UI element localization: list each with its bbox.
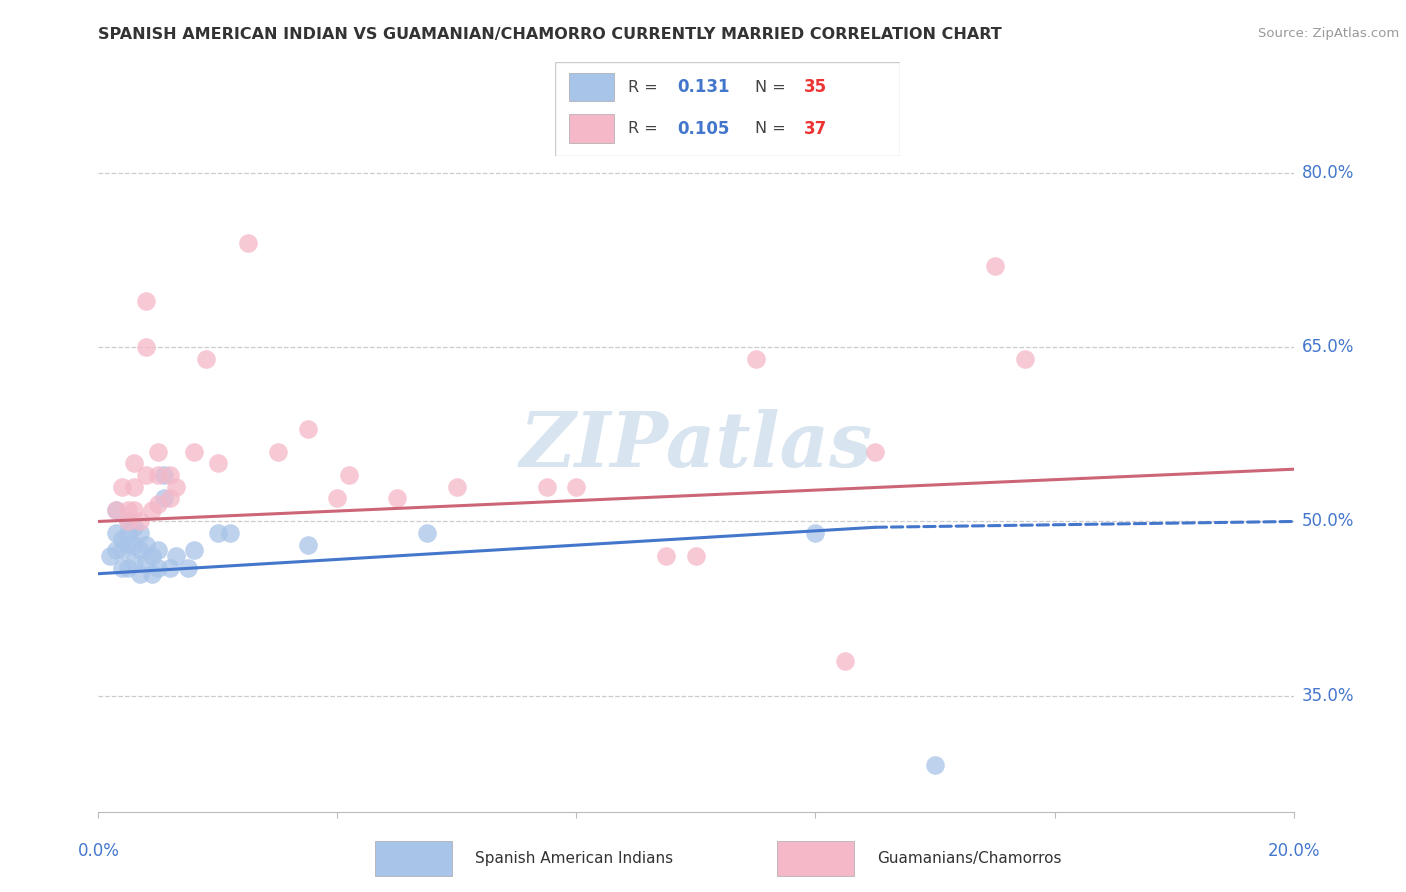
Point	[207, 526, 229, 541]
Point	[129, 515, 152, 529]
Point	[159, 561, 181, 575]
Point	[159, 468, 181, 483]
Point	[148, 445, 170, 459]
FancyBboxPatch shape	[555, 62, 900, 156]
Point	[111, 532, 134, 546]
Point	[141, 549, 163, 564]
Point	[117, 561, 139, 575]
Text: Source: ZipAtlas.com: Source: ZipAtlas.com	[1258, 27, 1399, 40]
Point	[141, 566, 163, 581]
Point	[129, 526, 152, 541]
Point	[385, 491, 409, 506]
Text: N =: N =	[755, 121, 792, 136]
FancyBboxPatch shape	[569, 73, 614, 102]
Point	[135, 538, 157, 552]
Point	[745, 351, 768, 366]
Point	[183, 445, 205, 459]
Point	[267, 445, 290, 459]
Point	[124, 457, 146, 471]
Point	[183, 543, 205, 558]
Text: 35: 35	[803, 78, 827, 96]
Point	[194, 351, 218, 366]
Point	[124, 555, 146, 569]
Point	[105, 503, 128, 517]
Text: R =: R =	[627, 79, 662, 95]
Point	[135, 468, 157, 483]
Text: R =: R =	[627, 121, 662, 136]
FancyBboxPatch shape	[374, 841, 453, 876]
Point	[865, 445, 887, 459]
Point	[111, 543, 134, 558]
Text: 35.0%: 35.0%	[1302, 687, 1354, 705]
Text: 50.0%: 50.0%	[1302, 513, 1354, 531]
Point	[297, 421, 319, 435]
Point	[105, 526, 128, 541]
Point	[124, 520, 146, 534]
Point	[124, 503, 146, 517]
Point	[297, 538, 319, 552]
Point	[124, 538, 146, 552]
Point	[153, 468, 176, 483]
Point	[339, 468, 360, 483]
Point	[135, 293, 157, 308]
Point	[236, 235, 259, 250]
Point	[124, 480, 146, 494]
Text: 0.131: 0.131	[678, 78, 730, 96]
Point	[105, 503, 128, 517]
Point	[148, 561, 170, 575]
Point	[148, 468, 170, 483]
Point	[117, 538, 139, 552]
Point	[804, 526, 827, 541]
Point	[565, 480, 588, 494]
Point	[159, 491, 181, 506]
Text: 65.0%: 65.0%	[1302, 338, 1354, 356]
Point	[153, 491, 176, 506]
Point	[111, 480, 134, 494]
Point	[117, 515, 139, 529]
Point	[129, 543, 152, 558]
Point	[219, 526, 242, 541]
Text: Spanish American Indians: Spanish American Indians	[475, 851, 673, 866]
Text: N =: N =	[755, 79, 792, 95]
Point	[834, 654, 856, 668]
Text: 0.0%: 0.0%	[77, 842, 120, 860]
Point	[117, 526, 139, 541]
Point	[98, 549, 122, 564]
Point	[326, 491, 349, 506]
Point	[983, 259, 1005, 273]
Point	[117, 515, 139, 529]
Point	[129, 566, 152, 581]
Point	[148, 497, 170, 511]
Point	[924, 758, 946, 772]
FancyBboxPatch shape	[778, 841, 855, 876]
Point	[655, 549, 678, 564]
Point	[117, 503, 139, 517]
Text: SPANISH AMERICAN INDIAN VS GUAMANIAN/CHAMORRO CURRENTLY MARRIED CORRELATION CHAR: SPANISH AMERICAN INDIAN VS GUAMANIAN/CHA…	[98, 27, 1002, 42]
Text: 0.105: 0.105	[678, 120, 730, 137]
Point	[135, 340, 157, 354]
Point	[141, 503, 163, 517]
Point	[1014, 351, 1036, 366]
Text: ZIPatlas: ZIPatlas	[519, 409, 873, 483]
Point	[135, 555, 157, 569]
Text: Guamanians/Chamorros: Guamanians/Chamorros	[877, 851, 1062, 866]
FancyBboxPatch shape	[569, 114, 614, 143]
Text: 37: 37	[803, 120, 827, 137]
Point	[177, 561, 200, 575]
Text: 20.0%: 20.0%	[1267, 842, 1320, 860]
Point	[446, 480, 468, 494]
Point	[148, 543, 170, 558]
Point	[207, 457, 229, 471]
Point	[105, 543, 128, 558]
Text: 80.0%: 80.0%	[1302, 164, 1354, 182]
Point	[111, 561, 134, 575]
Point	[165, 480, 187, 494]
Point	[685, 549, 707, 564]
Point	[165, 549, 187, 564]
Point	[416, 526, 439, 541]
Point	[536, 480, 558, 494]
